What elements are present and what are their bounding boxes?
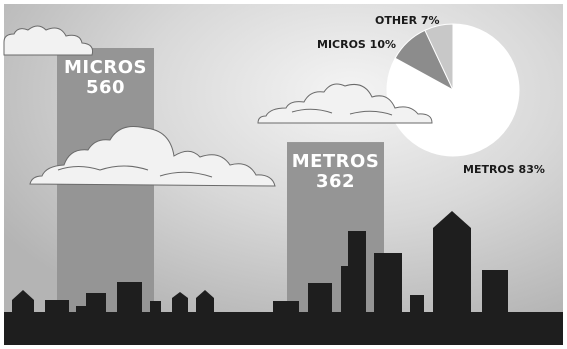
bar-value-label: 560 [85, 77, 126, 98]
bar-value-label: 362 [315, 171, 356, 193]
cloud-large [29, 126, 276, 187]
pie-label-metros: METROS 83% [463, 163, 545, 176]
pie-slice-other [424, 23, 454, 91]
cloud-middle [257, 83, 433, 124]
city-skyline [4, 211, 563, 345]
cloud-top-left [3, 25, 93, 56]
bar-category-label: MICROS [64, 57, 147, 78]
pie-chart [386, 23, 520, 157]
bar-label-metros: METROS 362 [287, 152, 384, 192]
bar-label-micros: MICROS 560 [57, 58, 154, 98]
bar-metros [287, 142, 384, 314]
pie-label-other: OTHER 7% [375, 14, 440, 27]
pie-label-micros: MICROS 10% [317, 38, 397, 51]
bar-category-label: METROS [291, 151, 380, 173]
